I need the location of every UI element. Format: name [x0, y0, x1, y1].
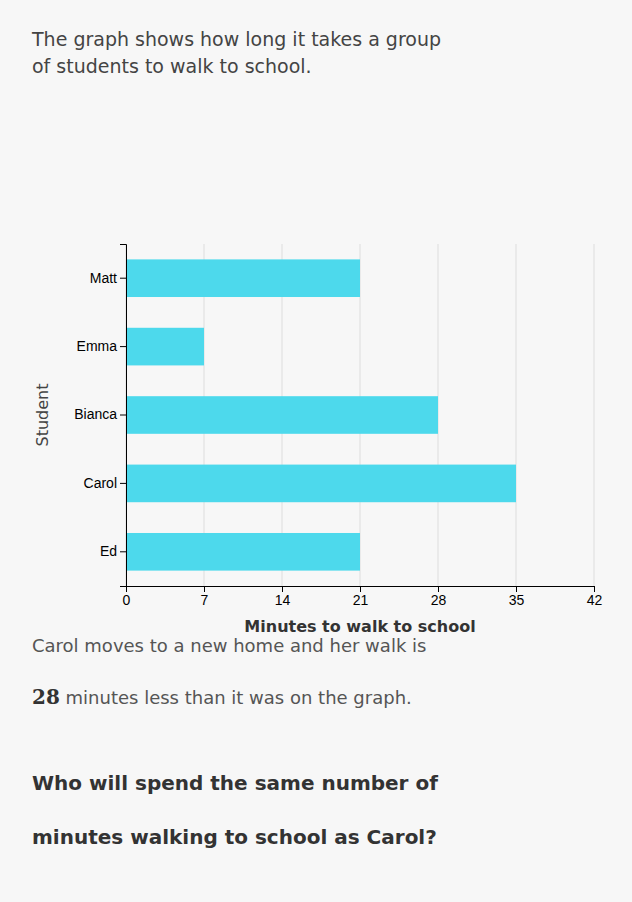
annotation-line: minutes walking to school as Carol?: [32, 825, 437, 849]
bars: [126, 259, 516, 570]
x-tick: 28: [431, 586, 447, 608]
chart: The graph shows how long it takes a grou…: [0, 0, 632, 902]
x-tick: 35: [509, 586, 525, 608]
title: The graph shows how long it takes a grou…: [31, 28, 441, 77]
y-axis: Ed Carol Bianca Emma Matt: [74, 245, 126, 587]
x-tick-label: 35: [509, 592, 525, 608]
x-tick: 21: [353, 586, 369, 608]
x-tick-label: 0: [123, 592, 131, 608]
plot: 0 7 14 21 28 35 42 Ed Carol Bianca Emma Matt Minutes…: [33, 244, 602, 636]
x-axis-title: Minutes to walk to school: [244, 617, 475, 636]
y-tick-mark: [120, 415, 126, 416]
y-tick-mark: [120, 278, 126, 279]
y-axis-title: Student: [33, 384, 52, 447]
annotation-text: Carol moves to a new home and her walk i…: [32, 635, 426, 656]
annotation-text: 28: [32, 685, 60, 709]
y-tick-label: Emma: [77, 338, 118, 354]
annotations: Carol moves to a new home and her walk i…: [32, 635, 438, 849]
grid: [126, 244, 594, 586]
y-tick: Ed: [100, 543, 126, 559]
annotation-line: Who will spend the same number of: [32, 771, 438, 795]
x-tick: 7: [201, 586, 209, 608]
annotation-text: minutes less than it was on the graph.: [60, 687, 412, 708]
x-tick: 42: [587, 586, 603, 608]
x-tick: 0: [123, 586, 131, 608]
y-tick-label: Bianca: [74, 406, 117, 422]
title-line: The graph shows how long it takes a grou…: [31, 28, 441, 50]
x-tick: 14: [275, 586, 291, 608]
title-line: of students to walk to school.: [32, 55, 312, 77]
bar: [126, 465, 516, 503]
grid-line: [594, 244, 595, 586]
y-tick-mark: [120, 551, 126, 552]
y-tick: Carol: [84, 475, 126, 491]
y-tick-label: Carol: [84, 475, 117, 491]
bar: [126, 396, 438, 434]
y-tick-mark: [120, 346, 126, 347]
y-tick: Matt: [90, 270, 126, 286]
annotation-text: Who will spend the same number of: [32, 771, 438, 795]
y-tick-mark: [120, 483, 126, 484]
grid-line: [516, 244, 517, 586]
annotation-line: Carol moves to a new home and her walk i…: [32, 635, 426, 656]
y-tick: Emma: [77, 338, 126, 354]
annotation-text: minutes walking to school as Carol?: [32, 825, 437, 849]
x-axis: 0 7 14 21 28 35 42: [123, 586, 603, 608]
y-axis-line: [120, 245, 127, 587]
bar: [126, 533, 360, 571]
x-tick-label: 42: [587, 592, 603, 608]
y-tick: Bianca: [74, 406, 126, 422]
x-tick-label: 28: [431, 592, 447, 608]
x-tick-label: 7: [201, 592, 209, 608]
y-tick-label: Ed: [100, 543, 117, 559]
bar: [126, 328, 204, 366]
x-tick-label: 21: [353, 592, 369, 608]
annotation-line: 28 minutes less than it was on the graph…: [32, 685, 412, 709]
x-tick-label: 14: [275, 592, 291, 608]
y-tick-label: Matt: [90, 270, 117, 286]
bar: [126, 259, 360, 297]
